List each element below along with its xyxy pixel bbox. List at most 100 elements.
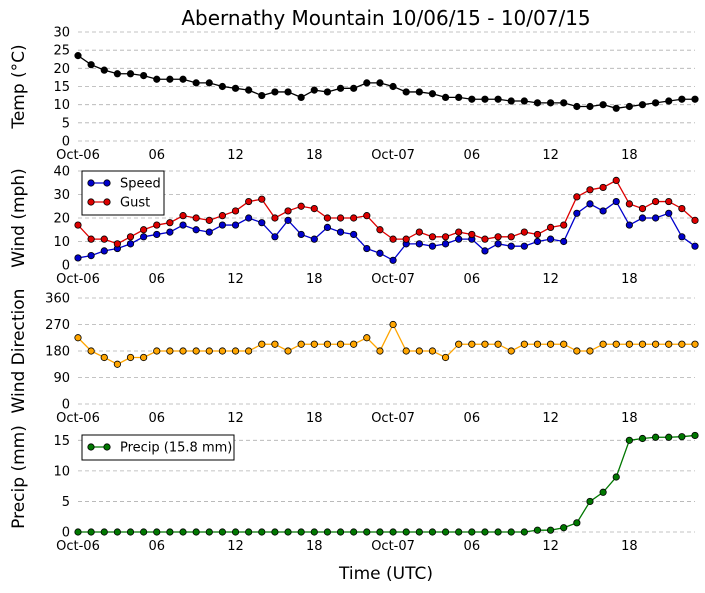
panel-temperature: 0 5 10 15 20 25 30 Temp (°C) Oct-06 06 12 18 Oct-07 0… (9, 26, 699, 163)
data-point (625, 436, 633, 444)
data-point (507, 347, 515, 355)
data-point (494, 528, 502, 536)
data-point (153, 75, 161, 83)
data-point (546, 526, 555, 534)
data-point (389, 320, 397, 329)
data-point (126, 233, 135, 241)
data-point (665, 209, 673, 217)
data-point (179, 347, 187, 355)
data-point (625, 340, 633, 348)
x-tick-label: 06 (464, 272, 481, 287)
data-point (153, 347, 161, 355)
data-point (323, 214, 332, 222)
data-point (363, 79, 371, 87)
data-point (599, 340, 607, 348)
data-point (455, 235, 463, 243)
data-point (153, 528, 161, 536)
data-point (533, 340, 542, 348)
data-point (652, 340, 660, 348)
data-point (140, 233, 148, 241)
data-point (599, 183, 607, 192)
data-point (573, 209, 581, 217)
x-tick-label: 12 (542, 411, 559, 426)
data-point (481, 235, 489, 243)
data-point (625, 102, 633, 111)
data-point (323, 528, 332, 536)
data-point (323, 340, 332, 348)
data-point (218, 347, 227, 355)
y-tick-label: 25 (53, 44, 70, 59)
data-point (166, 75, 174, 83)
data-point (310, 86, 318, 94)
data-point (363, 212, 371, 220)
data-point (560, 221, 568, 229)
data-point (678, 233, 686, 241)
data-point (533, 230, 542, 239)
legend-marker (103, 198, 111, 206)
y-tick-label: 5 (62, 116, 70, 131)
data-point (533, 526, 542, 534)
data-point (310, 528, 318, 536)
data-point (652, 433, 660, 441)
y-tick-label: 180 (45, 345, 70, 360)
data-point (625, 200, 633, 208)
x-tick-label: 18 (306, 148, 323, 163)
x-tick-label: 18 (621, 539, 638, 554)
data-point (638, 101, 647, 109)
data-point (586, 186, 594, 194)
legend-marker (103, 443, 111, 451)
data-point (507, 242, 515, 250)
data-point (455, 93, 463, 102)
data-point (126, 353, 135, 362)
data-point (166, 219, 174, 227)
data-point (87, 528, 95, 536)
data-point (481, 247, 489, 255)
data-point (350, 340, 358, 348)
data-point (678, 95, 686, 103)
data-point (402, 235, 410, 243)
data-point (205, 347, 213, 355)
data-point (126, 528, 135, 536)
data-point (415, 228, 423, 236)
data-point (350, 230, 358, 239)
y-tick-label: 5 (62, 495, 70, 510)
data-point (652, 214, 660, 222)
data-point (179, 528, 187, 536)
x-tick-label: 12 (542, 539, 559, 554)
data-point (179, 221, 187, 229)
y-tick-label: 0 (62, 526, 70, 541)
data-point (376, 347, 384, 355)
data-point (192, 528, 200, 536)
legend-marker (87, 179, 95, 187)
data-point (140, 226, 148, 234)
data-point (245, 197, 253, 206)
data-point (441, 528, 450, 536)
data-point (612, 197, 620, 206)
data-point (284, 528, 292, 536)
data-point (245, 528, 253, 536)
x-tick-label: Oct-06 (56, 272, 100, 287)
y-axis-label: Wind (mph) (9, 168, 29, 268)
data-point (245, 86, 253, 94)
data-point (428, 347, 437, 355)
data-point (376, 226, 384, 234)
data-point (100, 353, 108, 362)
data-point (284, 88, 292, 96)
data-point (140, 353, 148, 362)
data-point (336, 84, 345, 92)
data-point (126, 240, 135, 248)
data-point (363, 334, 371, 342)
data-point (205, 528, 213, 536)
data-point (494, 340, 502, 348)
data-point (336, 340, 345, 348)
x-tick-label: 12 (227, 148, 244, 163)
data-point (271, 340, 279, 348)
data-point (691, 340, 699, 348)
data-point (271, 528, 279, 536)
y-tick-label: 10 (53, 464, 70, 479)
data-point (231, 84, 240, 92)
data-point (665, 197, 673, 206)
data-point (389, 82, 397, 91)
data-point (100, 528, 108, 536)
x-tick-label: 18 (621, 272, 638, 287)
